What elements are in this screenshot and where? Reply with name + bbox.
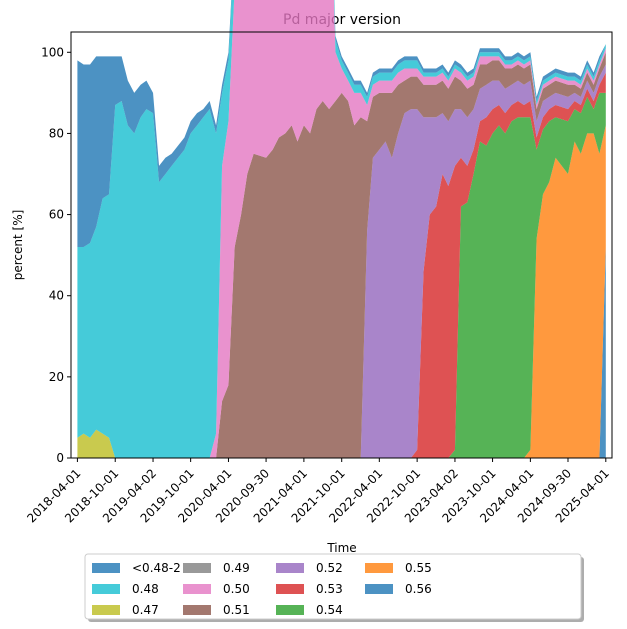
legend-label: 0.53 — [316, 582, 343, 596]
area-series-0.55 — [77, 125, 606, 459]
legend-swatch — [183, 584, 211, 594]
area-series-group — [77, 0, 606, 459]
y-tick-label: 60 — [49, 208, 64, 222]
y-tick-label: 0 — [56, 451, 64, 465]
y-tick-label: 100 — [41, 45, 64, 59]
y-axis: 0 20 40 60 80 100 — [41, 45, 71, 465]
y-tick-label: 80 — [49, 126, 64, 140]
legend-label: 0.49 — [223, 561, 250, 575]
y-tick-label: 40 — [49, 289, 64, 303]
legend-label: 0.47 — [132, 603, 159, 617]
legend-swatch — [365, 563, 393, 573]
legend-label: 0.55 — [405, 561, 432, 575]
area-series-0.50 — [77, 0, 606, 458]
legend-label: <0.48-2 — [132, 561, 181, 575]
legend: <0.48-2 0.48 0.47 0.49 0.50 0.51 0.52 0.53 0.54 0… — [84, 553, 584, 622]
legend-swatch — [183, 563, 211, 573]
legend-label: 0.56 — [405, 582, 432, 596]
legend-swatch — [276, 584, 304, 594]
legend-swatch — [183, 605, 211, 615]
legend-label: 0.51 — [223, 603, 250, 617]
legend-swatch — [276, 605, 304, 615]
legend-swatch — [365, 584, 393, 594]
x-axis: 2018-04-012018-10-012019-04-022019-10-01… — [24, 458, 612, 525]
legend-swatch — [92, 563, 120, 573]
legend-label: 0.48 — [132, 582, 159, 596]
legend-label: 0.54 — [316, 603, 343, 617]
y-axis-label: percent [%] — [11, 210, 25, 281]
legend-swatch — [92, 605, 120, 615]
legend-label: 0.50 — [223, 582, 250, 596]
legend-label: 0.52 — [316, 561, 343, 575]
area-series-0.52 — [77, 64, 606, 458]
legend-swatch — [92, 584, 120, 594]
area-series-0.53 — [77, 72, 606, 459]
area-series-0.54 — [77, 92, 606, 458]
x-axis-label: Time — [326, 541, 356, 555]
y-tick-label: 20 — [49, 370, 64, 384]
legend-swatch — [276, 563, 304, 573]
area-series-0.51 — [77, 52, 606, 459]
area-series-0.48 — [77, 0, 606, 458]
